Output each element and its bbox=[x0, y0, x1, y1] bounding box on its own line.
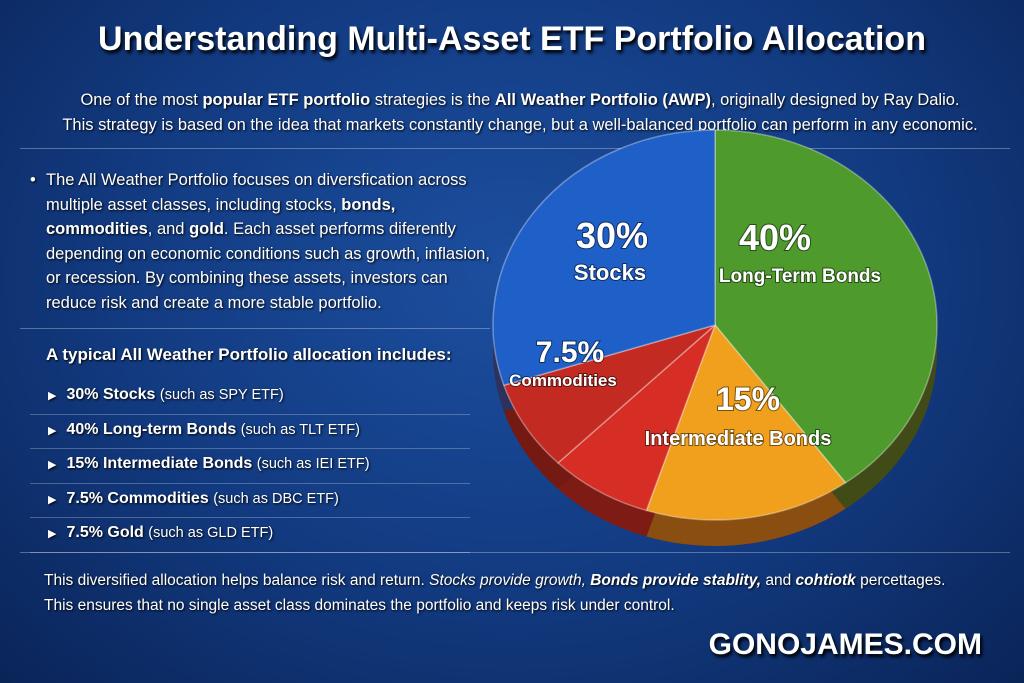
list-item: ▶ 7.5% Commodities (such as DBC ETF) bbox=[30, 484, 470, 518]
pie-slice-intermediate-bonds bbox=[645, 323, 847, 521]
triangle-icon: ▶ bbox=[48, 528, 57, 540]
pie-slice-commodities bbox=[556, 324, 716, 512]
divider bbox=[20, 148, 1010, 149]
commodities-label: Commodities bbox=[509, 371, 617, 390]
allocation-list: ▶ 30% Stocks (such as SPY ETF) ▶ 40% Long-… bbox=[30, 380, 470, 553]
intro-text: One of the most popular ETF portfolio st… bbox=[62, 91, 978, 134]
bullet-paragraph: • The All Weather Portfolio focuses on d… bbox=[30, 171, 490, 312]
divider bbox=[20, 328, 490, 329]
intbonds-label: Intermediate Bonds bbox=[645, 428, 832, 450]
stocks-pct-label: 30% bbox=[576, 215, 648, 256]
triangle-icon: ▶ bbox=[48, 424, 57, 437]
list-item: ▶ 7.5% Gold (such as GLD ETF) bbox=[30, 518, 470, 553]
pie-chart: 30% Stocks 40% Long-Term Bonds 15% Inter… bbox=[492, 129, 938, 546]
ltbonds-label: Long-Term Bonds bbox=[719, 266, 881, 287]
outro-text: This diversified allocation helps balanc… bbox=[44, 572, 946, 614]
triangle-icon: ▶ bbox=[48, 493, 57, 506]
ltbonds-pct-label: 40% bbox=[739, 217, 811, 258]
triangle-icon: ▶ bbox=[48, 390, 57, 402]
triangle-icon: ▶ bbox=[48, 459, 57, 471]
list-item: ▶ 30% Stocks (such as SPY ETF) bbox=[30, 380, 470, 415]
list-item: ▶ 40% Long-term Bonds (such as TLT ETF) bbox=[30, 415, 470, 449]
intbonds-pct-label: 15% bbox=[716, 381, 780, 417]
commodities-pct-label: 7.5% bbox=[536, 336, 604, 369]
brand-logo: GONOJAMES.COM bbox=[708, 628, 982, 661]
list-item: ▶ 15% Intermediate Bonds (such as IEI ETF… bbox=[30, 449, 470, 484]
pie-slice-stocks bbox=[492, 129, 716, 387]
pie-slice-long-term-bonds bbox=[714, 129, 938, 484]
divider bbox=[20, 552, 1010, 553]
page-title: Understanding Multi-Asset ETF Portfolio … bbox=[98, 20, 926, 58]
stocks-label: Stocks bbox=[574, 260, 646, 285]
pie-slice-gold bbox=[502, 324, 716, 464]
allocation-heading: A typical All Weather Portfolio allocati… bbox=[46, 345, 452, 364]
